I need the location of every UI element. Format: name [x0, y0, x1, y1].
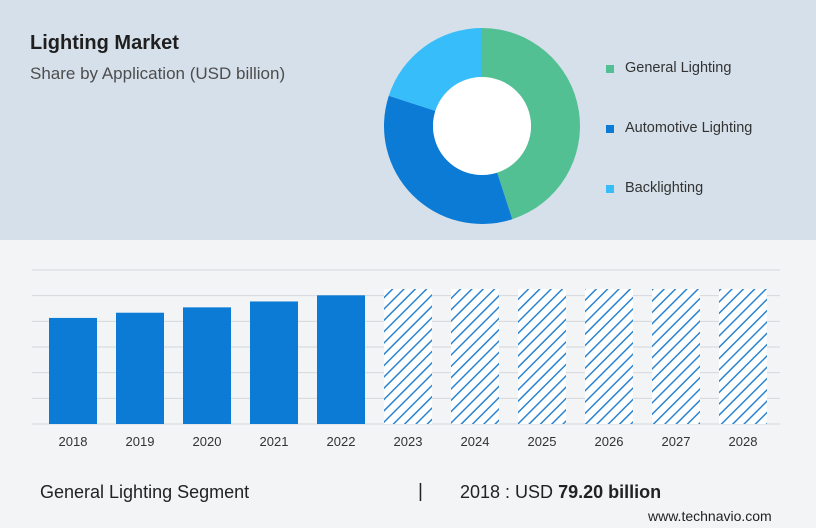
- footer-value: 2018 : USD 79.20 billion: [460, 482, 661, 503]
- page-title: Lighting Market: [30, 32, 179, 54]
- x-tick-label: 2020: [193, 434, 222, 449]
- bar-2022: [317, 295, 365, 424]
- website-link[interactable]: www.technavio.com: [648, 508, 772, 524]
- forecast-bar-2028: [719, 289, 767, 424]
- bar-2019: [116, 312, 164, 424]
- donut-slice-backlighting: [388, 28, 482, 111]
- x-tick-label: 2027: [662, 434, 691, 449]
- forecast-bar-2023: [384, 289, 432, 424]
- donut-slice-automotive-lighting: [384, 95, 513, 224]
- legend-label: Backlighting: [625, 180, 704, 196]
- x-tick-label: 2024: [461, 434, 490, 449]
- donut-chart: [384, 28, 580, 224]
- footer-year-label: 2018 : USD: [460, 482, 554, 502]
- bar-2020: [183, 307, 231, 424]
- bar-2021: [250, 301, 298, 424]
- legend-label: Automotive Lighting: [625, 120, 753, 136]
- legend-swatch: [606, 65, 614, 73]
- footer-segment-name: General Lighting Segment: [40, 482, 250, 502]
- x-tick-label: 2022: [327, 434, 356, 449]
- donut-hole: [433, 77, 531, 175]
- x-tick-label: 2023: [394, 434, 423, 449]
- forecast-bar-2025: [518, 289, 566, 424]
- forecast-bar-2027: [652, 289, 700, 424]
- footer-value-amount: 79.20 billion: [558, 482, 662, 502]
- x-tick-label: 2019: [126, 434, 155, 449]
- forecast-bar-2024: [451, 289, 499, 424]
- legend-swatch: [606, 185, 614, 193]
- bar-chart: 2018 2019 2020 2021 2022 2023 2024 2025 2026 2027…: [32, 269, 780, 449]
- x-tick-label: 2018: [59, 434, 88, 449]
- x-tick-label: 2028: [729, 434, 758, 449]
- x-tick-label: 2025: [528, 434, 557, 449]
- legend-label: General Lighting: [625, 60, 732, 76]
- donut-slice-general-lighting: [482, 28, 580, 220]
- legend-swatch: [606, 125, 614, 133]
- x-tick-label: 2026: [595, 434, 624, 449]
- forecast-bar-2026: [585, 289, 633, 424]
- x-tick-label: 2021: [260, 434, 289, 449]
- footer-separator: |: [418, 481, 423, 502]
- page-subtitle: Share by Application (USD billion): [30, 64, 286, 83]
- bar-2018: [49, 317, 97, 424]
